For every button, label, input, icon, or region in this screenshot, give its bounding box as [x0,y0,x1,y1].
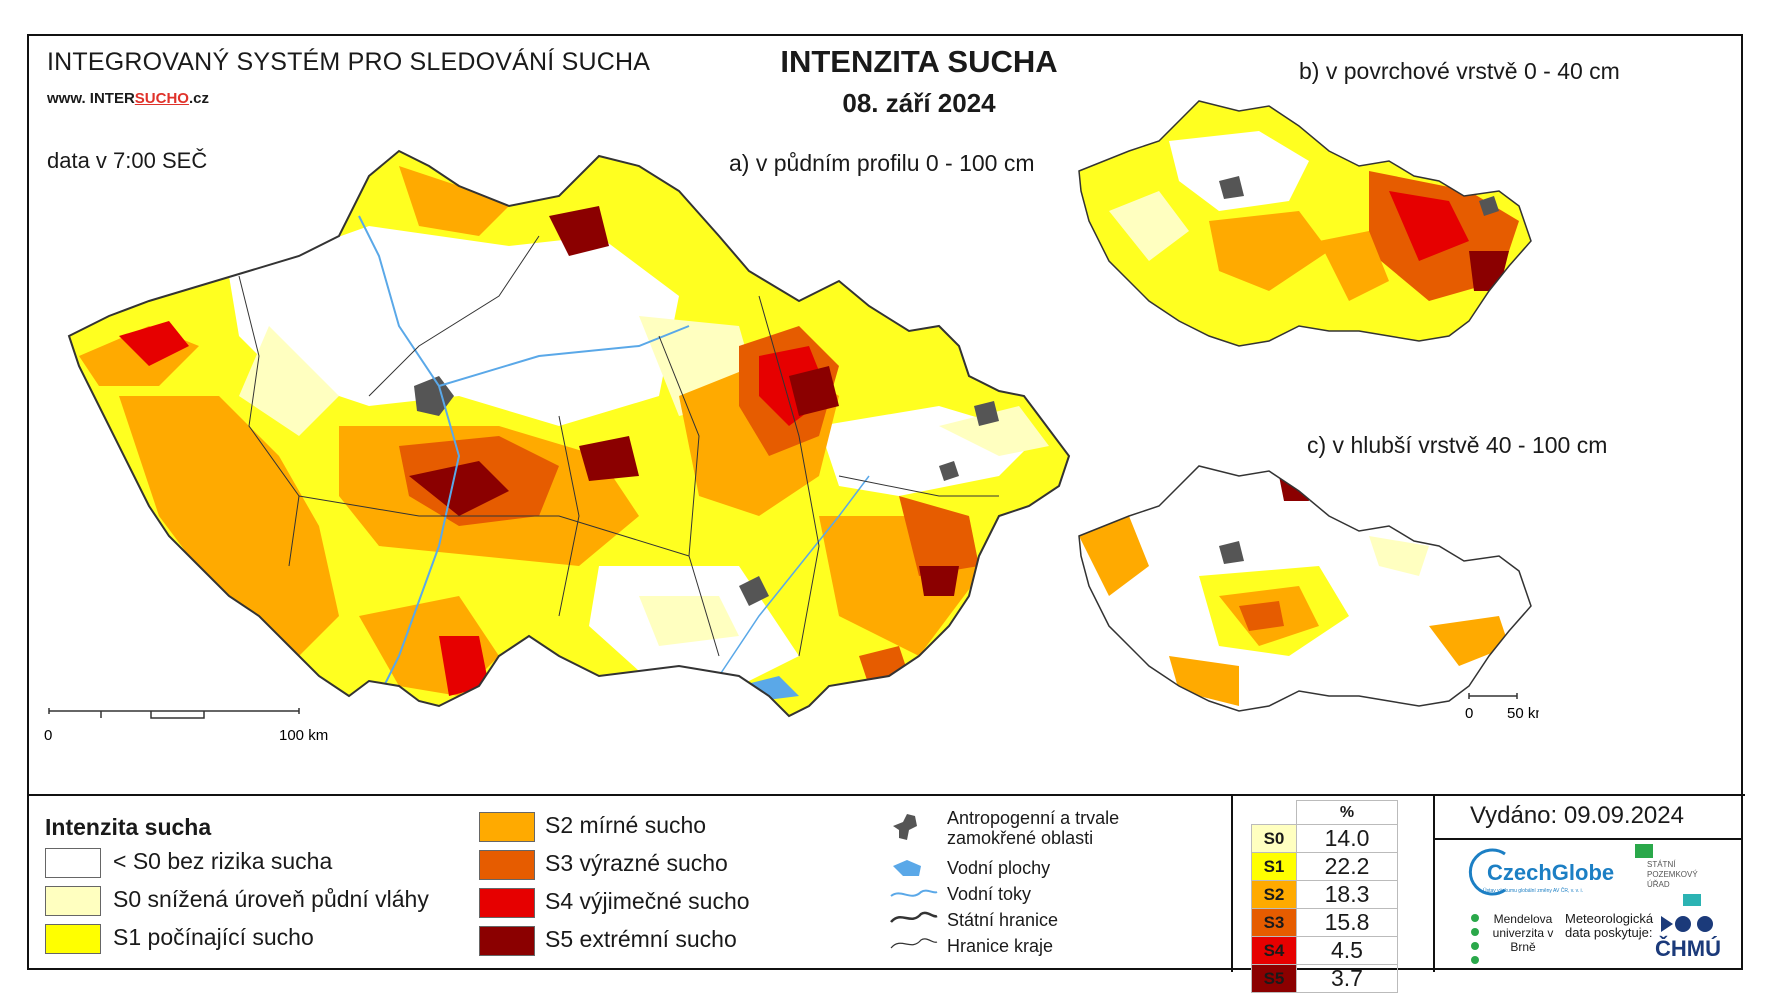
percent-header: % [1296,800,1398,825]
met-data-text: Meteorologická data poskytuje: [1565,911,1654,940]
table-row: S5 3.7 [1251,964,1398,993]
spu-logo-text: STÁTNÍ POZEMKOVÝ ÚŘAD [1647,860,1698,889]
panel-a-label: a) v půdním profilu 0 - 100 cm [729,150,1035,176]
main-title: INTENZITA SUCHA [780,44,1058,79]
legend-s4: S4 výjimečné sucho [545,888,750,914]
main-scale-zero: 0 [44,727,52,744]
row-class-s4: S4 [1251,936,1297,965]
main-scale-end: 100 km [279,727,328,744]
map-frame: INTEGROVANÝ SYSTÉM PRO SLEDOVÁNÍ SUCHA w… [27,34,1745,993]
main-drought-map: 0 100 km [44,150,1070,744]
table-row: S3 15.8 [1251,908,1398,937]
swatch-s0 [45,886,101,916]
small-scale-bar [1468,693,1518,699]
table-row: S0 14.0 [1251,824,1398,853]
row-class-s0: S0 [1251,824,1297,853]
water-body-icon [893,860,921,876]
legend-below-s0: < S0 bez rizika sucha [113,848,333,874]
table-row: S2 18.3 [1251,880,1398,909]
czechglobe-logo-text: CzechGlobe [1487,860,1615,885]
legend-title: Intenzita sucha [45,814,212,840]
legend-water-bodies: Vodní plochy [947,858,1051,878]
row-class-s2: S2 [1251,880,1297,909]
row-class-s1: S1 [1251,852,1297,881]
footer-box: Vydáno: 09.09.2024 CzechGlobe Ústav výzk… [1435,796,1743,972]
legend-s5: S5 extrémní sucho [545,926,737,952]
legend-s3: S3 výrazné sucho [545,850,728,876]
system-title: INTEGROVANÝ SYSTÉM PRO SLEDOVÁNÍ SUCHA [47,48,651,76]
legend-area: Intenzita sucha < S0 bez rizika sucha S0… [29,794,1745,993]
czechglobe-logo-icon [1468,848,1506,896]
mendel-logo-text: Mendelova univerzita v Brně [1492,912,1554,954]
legend-region-border: Hranice kraje [947,936,1054,956]
legend-s0: S0 snížená úroveň půdní vláhy [113,886,429,912]
river-line-icon [890,889,938,897]
state-border-icon [890,911,938,923]
mendel-dots-icon [1471,914,1479,964]
deep-layer-map: 0 50 km [1078,465,1539,722]
legend-separator-2 [1433,796,1435,972]
row-value-s4: 4.5 [1296,936,1398,965]
website-link[interactable]: www. INTERSUCHO.cz [47,90,209,107]
surface-layer-map [1078,100,1532,347]
legend-rivers: Vodní toky [947,884,1032,904]
legend-separator-1 [1231,796,1233,972]
issued-date: Vydáno: 09.09.2024 [1470,802,1684,829]
legend-anthropogenic: Antropogenní a trvale zamokřené oblasti [947,808,1120,848]
swatch-s3 [479,850,535,880]
website-pre: www. INTER [47,90,135,107]
row-value-s1: 22.2 [1296,852,1398,881]
website-post: .cz [188,90,209,107]
legend-state-border: Státní hranice [947,910,1059,930]
legend-s2: S2 mírné sucho [545,812,707,838]
spu-logo: STÁTNÍ POZEMKOVÝ ÚŘAD [1635,844,1701,908]
row-value-s5: 3.7 [1296,964,1398,993]
region-border-icon [890,938,938,949]
percent-table-box: % S0 14.0 S1 22.2 S2 18.3 S3 15.8 S4 4.5 S5 3.… [1233,796,1401,993]
row-class-s3: S3 [1251,908,1297,937]
row-value-s3: 15.8 [1296,908,1398,937]
table-row: S4 4.5 [1251,936,1398,965]
small-scale-end: 50 km [1507,705,1539,722]
swatch-s2 [479,812,535,842]
table-row: S1 22.2 [1251,852,1398,881]
czechglobe-logo-sub: Ústav výzkumu globální změny AV ČR, v. v… [1483,888,1584,894]
swatch-s1 [45,924,101,954]
row-value-s0: 14.0 [1296,824,1398,853]
panel-c-label: c) v hlubší vrstvě 40 - 100 cm [1307,432,1608,458]
chmu-logo-text: ČHMÚ [1655,936,1721,961]
chmu-logo-icon [1661,916,1713,932]
small-scale-zero: 0 [1465,705,1473,722]
legend-s1: S1 počínající sucho [113,924,314,950]
map-date: 08. září 2024 [842,88,996,118]
row-class-s5: S5 [1251,964,1297,993]
swatch-s5 [479,926,535,956]
footer-divider [1435,838,1743,840]
main-scale-bar [48,708,300,719]
grey-blob-icon [893,814,917,840]
swatch-below-s0 [45,848,101,878]
percent-table: % S0 14.0 S1 22.2 S2 18.3 S3 15.8 S4 4.5 S5 3.… [1251,800,1398,993]
swatch-s4 [479,888,535,918]
data-time: data v 7:00 SEČ [47,148,208,173]
panel-b-label: b) v povrchové vrstvě 0 - 40 cm [1299,58,1620,84]
row-value-s2: 18.3 [1296,880,1398,909]
website-mid: SUCHO [134,90,189,107]
